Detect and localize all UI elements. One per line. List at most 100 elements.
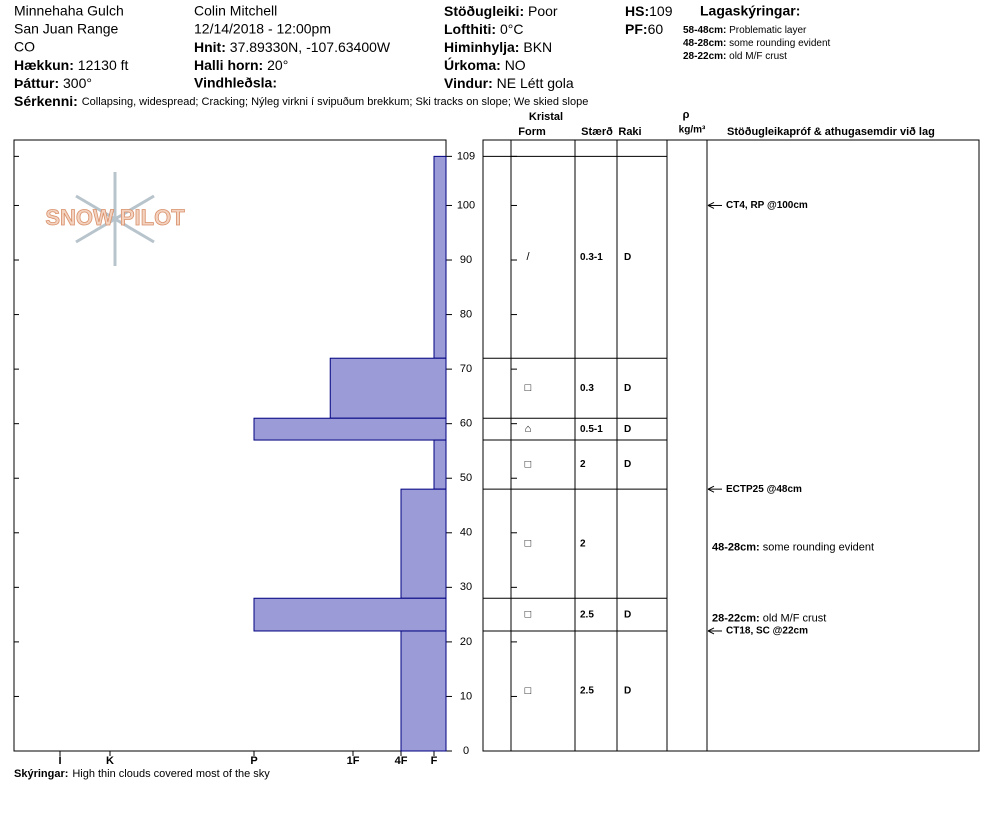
air-temp: Lofthiti: 0°C: [444, 21, 523, 37]
legend-text: some rounding evident: [726, 38, 830, 49]
hardness-frame: [13, 139, 447, 752]
hardness-bar: [253, 417, 447, 441]
column-header: Stöðugleikapróf & athugasemdir við lag: [727, 126, 935, 138]
label: Hnit:: [194, 39, 226, 55]
x-tick-label: F: [431, 755, 438, 767]
comment-range: 28-22cm:: [712, 613, 760, 625]
crystal-form: □: [525, 538, 532, 550]
crystal-size: 0.5-1: [580, 424, 603, 435]
y-tick-label: 80: [460, 308, 472, 320]
crystal-size: 0.3: [580, 383, 594, 394]
observer: Colin Mitchell: [194, 3, 277, 19]
column-header: Form: [518, 126, 546, 138]
crystal-size: 2: [580, 459, 586, 470]
y-tick-label: 10: [460, 690, 472, 702]
y-tick-label: 109: [457, 150, 475, 162]
column-header: kg/m³: [679, 125, 706, 136]
label: PF:: [625, 21, 648, 37]
logo-text: SNOW PILOT: [45, 205, 185, 230]
elevation: Hækkun: 12130 ft: [14, 57, 129, 73]
y-tick-label: 90: [460, 254, 472, 266]
value: 20°: [267, 57, 288, 73]
label: Skýringar:: [14, 768, 68, 780]
legend-item: 28-22cm: old M/F crust: [683, 51, 787, 62]
comment-range: 48-28cm:: [712, 542, 760, 554]
value: NO: [505, 57, 526, 73]
column-header: Kristal: [529, 111, 563, 123]
moisture: D: [624, 609, 631, 620]
stability: Stöðugleiki: Poor: [444, 3, 558, 19]
label: Stöðugleiki:: [444, 3, 524, 19]
x-tick-label: I: [58, 755, 61, 767]
layer-comment: 28-22cm: old M/F crust: [712, 613, 826, 625]
precip: Úrkoma: NO: [444, 56, 526, 73]
value: 300°: [63, 75, 92, 91]
y-tick-label: 60: [460, 418, 472, 430]
wind: Vindur: NE Létt gola: [444, 75, 574, 91]
legend-range: 28-22cm:: [683, 51, 726, 62]
y-tick-label: 0: [463, 745, 469, 757]
features: Sérkenni: Collapsing, widespread; Cracki…: [14, 93, 588, 109]
hardness-bar: [433, 155, 447, 359]
column-header: Stærð: [581, 126, 613, 138]
label: HS:: [625, 3, 649, 19]
y-tick-label: 70: [460, 363, 472, 375]
test-label: CT4, RP @100cm: [726, 200, 808, 211]
value: 37.89330N, -107.63400W: [230, 39, 391, 55]
moisture: D: [624, 383, 631, 394]
legend-range: 48-28cm:: [683, 38, 726, 49]
test-arrowhead: [707, 202, 715, 209]
legend-text: Problematic layer: [726, 25, 807, 36]
legend-range: 58-48cm:: [683, 25, 726, 36]
pf: PF:60: [625, 21, 663, 37]
label: Þáttur:: [14, 75, 59, 91]
value: 0°C: [500, 21, 524, 37]
wind-loading-label: Vindhleðsla:: [194, 75, 277, 91]
value: Poor: [528, 3, 558, 19]
crystal-form: □: [525, 382, 532, 394]
crystal-size: 2.5: [580, 609, 594, 620]
value: 60: [648, 21, 664, 37]
hardness-bar: [253, 597, 447, 632]
sky: Himinhylja: BKN: [444, 39, 552, 55]
value: Collapsing, widespread; Cracking; Nýleg …: [82, 96, 589, 108]
y-tick-label: 100: [457, 199, 475, 211]
y-tick-label: 50: [460, 472, 472, 484]
layer-comment: 48-28cm: some rounding evident: [712, 542, 874, 554]
x-tick-label: K: [106, 755, 114, 767]
layer-table-frame: [482, 139, 980, 752]
label: Sérkenni:: [14, 93, 78, 109]
crystal-size: 2.5: [580, 686, 594, 697]
value: BKN: [523, 39, 552, 55]
hardness-bar: [400, 488, 447, 599]
column-header: ρ: [683, 109, 690, 121]
state: CO: [14, 39, 35, 55]
crystal-form: □: [525, 685, 532, 697]
label: Úrkoma:: [444, 56, 501, 73]
legend-item: 48-28cm: some rounding evident: [683, 38, 831, 49]
label: Halli horn:: [194, 57, 263, 73]
test-label: CT18, SC @22cm: [726, 626, 808, 637]
column-header: Raki: [618, 126, 641, 138]
label: Hækkun:: [14, 57, 74, 73]
crystal-form: ⌂: [525, 423, 532, 435]
hardness-bar: [433, 439, 447, 490]
test-arrowhead: [707, 485, 715, 493]
slope: Halli horn: 20°: [194, 57, 288, 73]
moisture: D: [624, 459, 631, 470]
moisture: D: [624, 424, 631, 435]
crystal-size: 0.3-1: [580, 252, 603, 263]
hardness-bar: [329, 357, 447, 419]
value: 109: [649, 3, 673, 19]
legend-text: old M/F crust: [726, 51, 787, 62]
aspect: Þáttur: 300°: [14, 75, 92, 91]
moisture: D: [624, 686, 631, 697]
y-tick-label: 30: [460, 581, 472, 593]
datetime: 12/14/2018 - 12:00pm: [194, 21, 331, 37]
value: High thin clouds covered most of the sky: [72, 768, 270, 780]
logo: [75, 172, 155, 266]
crystal-form: /: [526, 251, 530, 263]
hs: HS:109: [625, 3, 673, 19]
